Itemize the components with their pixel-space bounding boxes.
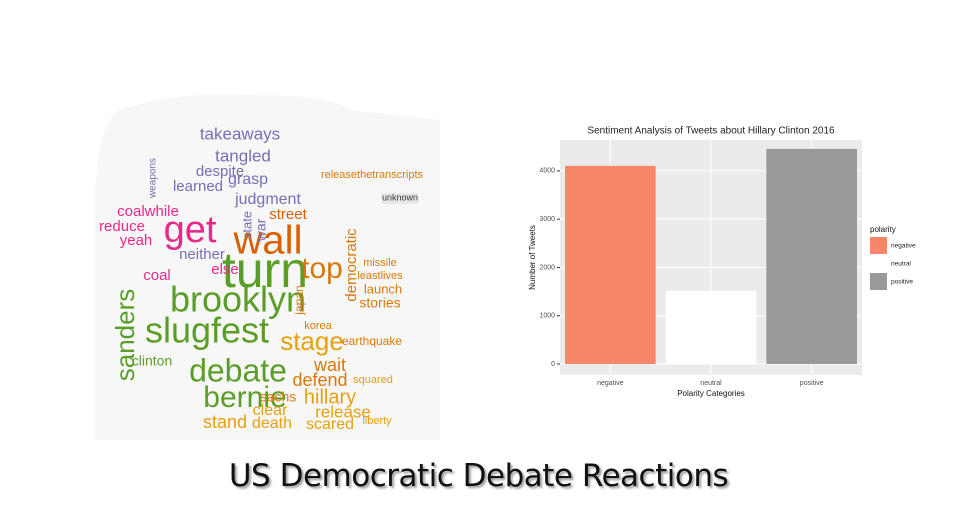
cloud-word: liberty: [362, 415, 392, 427]
y-tick-label: 0: [551, 361, 555, 368]
cloud-word: clear: [253, 402, 288, 419]
y-tick-label: 3000: [539, 216, 555, 223]
y-tick-label: 2000: [539, 264, 555, 271]
cloud-word: scared: [306, 416, 354, 433]
cloud-word: stories: [359, 295, 400, 311]
cloud-word: korea: [304, 320, 332, 332]
cloud-word: stage: [280, 326, 344, 356]
bar: [665, 290, 757, 364]
slide-title: US Democratic Debate Reactions: [228, 458, 729, 494]
cloud-word: japan: [292, 285, 306, 315]
cloud-word: release: [315, 402, 371, 421]
x-tick-label: neutral: [700, 380, 722, 387]
cloud-word: defend: [292, 370, 347, 390]
cloud-word: learned: [173, 178, 223, 195]
cloud-word: leastlives: [357, 270, 403, 282]
legend-label: negative: [891, 243, 916, 250]
cloud-word: hillary: [304, 386, 356, 408]
cloud-word: coalwhile: [117, 203, 179, 220]
cloud-word: takeaways: [200, 124, 280, 143]
legend-swatch: [870, 237, 887, 254]
cloud-word: democratic: [343, 228, 360, 302]
legend-swatch: [870, 255, 887, 272]
cloud-word: judgment: [234, 191, 301, 208]
cloud-word: sanders: [110, 289, 140, 382]
cloud-word: wait: [313, 355, 346, 375]
cloud-word: wall: [233, 219, 303, 263]
cloud-word: turn: [222, 242, 308, 298]
y-tick-label: 1000: [539, 313, 555, 320]
cloud-word: neither: [179, 246, 225, 263]
legend-label: neutral: [891, 261, 911, 268]
cloud-word: weapons: [148, 158, 159, 199]
cloud-word: earthquake: [342, 334, 402, 348]
cloud-word: missile: [363, 257, 397, 269]
cloud-word: releasethetranscripts: [321, 169, 424, 181]
x-axis-label: Polarity Categories: [677, 389, 745, 398]
legend-label: positive: [891, 279, 913, 286]
cloud-word: yeah: [120, 232, 153, 249]
y-tick-label: 4000: [539, 168, 555, 175]
cloud-word: stand: [203, 412, 247, 432]
cloud-word: clinton: [132, 353, 172, 369]
cloud-word: unknown: [382, 192, 418, 202]
x-tick-label: negative: [597, 380, 624, 387]
word-tag-bg: [382, 193, 418, 204]
cloud-word: state: [239, 211, 254, 239]
cloud-word: brooklyn: [170, 279, 306, 320]
cloud-word: grasp: [228, 171, 268, 188]
chart-title: Sentiment Analysis of Tweets about Hilla…: [587, 126, 835, 137]
cloud-word: war: [253, 218, 269, 242]
cloud-word: top: [301, 252, 343, 285]
cloud-word: despite: [196, 163, 244, 180]
bar: [766, 148, 857, 364]
legend-swatch: [870, 273, 887, 290]
cloud-word: sachs: [260, 389, 297, 405]
cloud-word: bernie: [203, 381, 286, 414]
x-tick-label: positive: [800, 380, 824, 387]
cloud-word: launch: [364, 281, 402, 296]
cloud-word: slugfest: [145, 310, 269, 351]
cloud-word: reduce: [99, 218, 145, 235]
cloud-word: squared: [353, 374, 393, 386]
cloud-word: coal: [143, 267, 171, 284]
cloud-word: else: [211, 261, 239, 278]
cloud-word: death: [252, 415, 292, 432]
cloud-word: tangled: [215, 146, 271, 165]
bar: [565, 165, 656, 364]
cloud-word: get: [164, 209, 217, 251]
cloud-word: debate: [189, 352, 287, 388]
cloud-shape: [95, 94, 440, 440]
legend-title: polarity: [870, 225, 896, 234]
y-axis-label: Number of Tweets: [528, 225, 537, 290]
cloud-word: street: [269, 206, 307, 223]
